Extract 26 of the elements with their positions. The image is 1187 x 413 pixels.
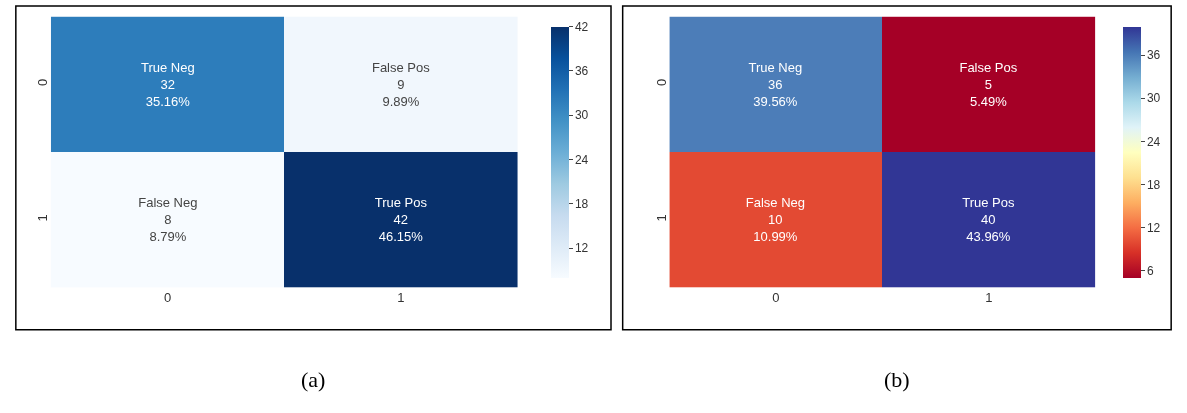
data-label: True Neg 32 35.16% (140, 60, 195, 110)
x-tick-label: 1 (985, 289, 993, 305)
text: (a) (301, 367, 326, 392)
color-bar-label: 36 (1146, 48, 1161, 63)
data-label: False Neg 10 10.99% (745, 195, 805, 245)
color-bar-label: 18 (574, 196, 589, 211)
data-label: True Neg 36 39.56% (748, 60, 803, 110)
color-bar-label: 30 (574, 108, 589, 123)
text: (b) (884, 367, 910, 392)
color-bar-label: 42 (574, 19, 589, 34)
data-label: False Neg 8 8.79% (138, 195, 198, 245)
x-tick-label: 0 (163, 289, 172, 305)
data-label: True Pos 42 46.15% (374, 195, 428, 245)
data-label: False Pos 9 9.89% (371, 60, 431, 110)
data-label: False Pos 5 5.49% (959, 60, 1018, 110)
color-bar-label: 30 (1146, 91, 1161, 106)
color-bar-label: 18 (1146, 177, 1161, 192)
color-bar-label: 24 (574, 152, 589, 167)
color-bar-label: 36 (574, 64, 589, 79)
x-tick-label: 1 (397, 289, 405, 305)
color-bar-label: 6 (1146, 263, 1154, 278)
color-bar-label: 24 (1146, 134, 1161, 149)
color-bar-label: 12 (574, 241, 589, 256)
x-tick-label: 0 (772, 289, 780, 305)
data-label: True Pos 40 43.96% (962, 195, 1015, 245)
color-bar-label: 12 (1146, 220, 1161, 235)
